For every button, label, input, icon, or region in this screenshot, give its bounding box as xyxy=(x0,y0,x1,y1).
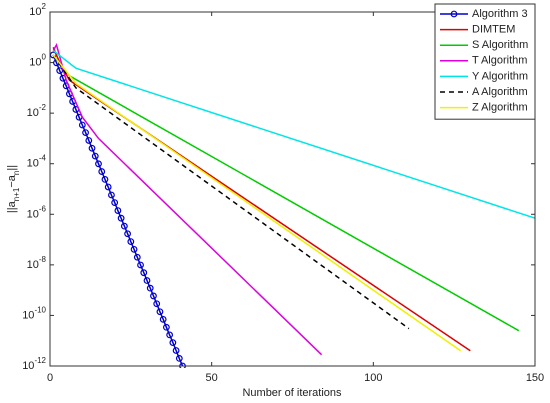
y-tick-label: 10-8 xyxy=(27,255,47,271)
x-axis-label: Number of iterations xyxy=(242,387,342,399)
series-marker xyxy=(56,67,64,75)
series-marker xyxy=(133,253,141,261)
series-marker xyxy=(104,183,112,191)
series-marker xyxy=(108,191,115,199)
y-tick-label: 10-6 xyxy=(27,204,47,220)
x-tick-label: 0 xyxy=(47,372,53,384)
legend-label: A Algorithm xyxy=(472,86,528,98)
legend-label: Z Algorithm xyxy=(472,102,528,114)
series-marker xyxy=(127,238,135,246)
series-marker xyxy=(124,230,131,238)
legend-box xyxy=(434,3,536,120)
series-marker xyxy=(114,207,122,214)
series-marker xyxy=(137,261,144,269)
legend-marker xyxy=(450,10,458,18)
series-line xyxy=(52,49,535,219)
series-marker xyxy=(78,121,86,129)
legend-label: T Algorithm xyxy=(472,55,527,67)
y-tick-label: 10-12 xyxy=(22,356,46,372)
plot xyxy=(50,42,535,368)
series-marker xyxy=(153,300,161,308)
series-line xyxy=(52,54,410,330)
series-marker xyxy=(166,331,174,339)
series-marker xyxy=(88,144,96,152)
series-marker xyxy=(117,214,125,222)
series-marker xyxy=(120,222,128,230)
series-marker xyxy=(162,323,170,331)
y-tick-label: 10-2 xyxy=(27,103,47,119)
legend-label: DIMTEM xyxy=(472,24,515,36)
legend-label: Y Algorithm xyxy=(472,70,528,82)
series-line xyxy=(52,54,462,352)
series-marker xyxy=(175,354,183,362)
series-marker xyxy=(111,199,119,206)
series-marker xyxy=(156,308,164,316)
legend-label: Algorithm 3 xyxy=(472,8,528,20)
y-axis-label: ||an+1−an|| xyxy=(6,165,21,213)
y-tick-label: 10-4 xyxy=(27,154,47,170)
x-tick-label: 50 xyxy=(206,372,218,384)
series-marker xyxy=(91,152,99,160)
series-marker xyxy=(95,160,102,168)
series-marker xyxy=(82,129,89,137)
series-marker xyxy=(169,339,177,347)
legend-label: S Algorithm xyxy=(472,39,528,51)
series-marker xyxy=(150,292,157,300)
series-marker xyxy=(85,137,93,144)
series-marker xyxy=(98,168,106,175)
series-marker xyxy=(146,284,154,292)
y-tick-label: 100 xyxy=(29,53,46,69)
x-tick-label: 100 xyxy=(364,372,382,384)
series-marker xyxy=(159,315,167,323)
series-line xyxy=(52,42,323,356)
x-tick-label: 150 xyxy=(526,372,544,384)
series-marker xyxy=(130,245,138,253)
series-marker xyxy=(101,175,109,183)
series-marker xyxy=(140,269,148,277)
y-tick-label: 10-10 xyxy=(22,306,46,322)
plot-frame xyxy=(49,11,536,367)
y-tick-label: 102 xyxy=(29,2,46,18)
series-marker xyxy=(143,277,151,284)
series-marker xyxy=(172,347,180,354)
